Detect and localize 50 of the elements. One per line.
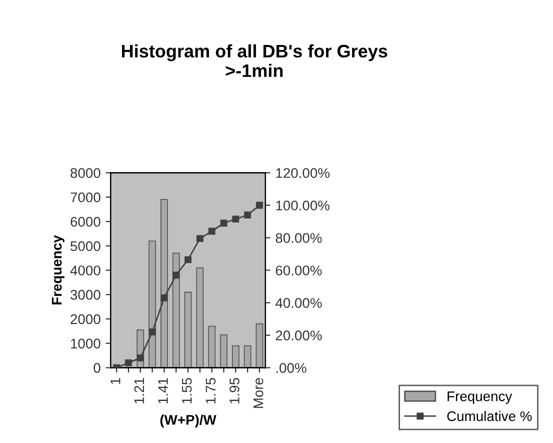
y-tick-label: 2000: [70, 314, 100, 324]
y2-tick-label: 40.00%: [275, 298, 322, 308]
x-tick-label: 1.21: [134, 378, 144, 404]
x-tick-label: 1.41: [158, 378, 168, 404]
x-tick-label: More: [254, 378, 264, 408]
y-tick-label: 3000: [70, 290, 100, 300]
y2-tick-label: 100.00%: [276, 200, 330, 210]
point: [196, 235, 204, 242]
bar: [184, 292, 192, 368]
y2-tick-label: 20.00%: [276, 330, 322, 340]
point: [244, 212, 252, 218]
y-tick-label: 1000: [71, 338, 100, 348]
y-tick-label: 0: [94, 363, 100, 373]
bar: [232, 345, 240, 368]
point: [172, 272, 180, 279]
bar: [196, 267, 204, 368]
y-tick-label: 8000: [70, 168, 100, 178]
bar: [208, 326, 216, 368]
x-axis-title: (W+P)/W: [160, 414, 216, 428]
point: [220, 220, 228, 227]
legend-label: Frequency: [448, 392, 512, 404]
y2-tick-label: 120.00%: [276, 168, 330, 178]
point: [160, 294, 168, 302]
legend-label: Cumulative %: [447, 410, 532, 422]
y-axis-title: Frequency: [52, 235, 64, 304]
bar: [160, 199, 168, 368]
bar: [256, 323, 264, 368]
y2-tick-label: .00%: [276, 363, 306, 373]
y-tick-label: 6000: [70, 216, 100, 227]
point: [148, 328, 156, 336]
bar: [244, 345, 252, 368]
x-tick-label: 1: [110, 378, 120, 384]
point: [184, 256, 192, 264]
point: [136, 354, 144, 362]
y-tick-label: 4000: [70, 266, 100, 276]
y-tick-label: 5000: [70, 241, 100, 252]
x-tick-label: 1.55: [182, 378, 192, 404]
bar: [172, 252, 180, 368]
y2-tick-label: 80.00%: [276, 233, 322, 243]
point: [256, 202, 263, 209]
y2-tick-label: 60.00%: [276, 266, 322, 276]
point: [124, 359, 132, 366]
point: [232, 216, 240, 223]
point: [208, 228, 216, 235]
x-tick-label: 1.75: [206, 378, 216, 404]
x-tick-label: 1.95: [230, 378, 240, 404]
chart-title: Histogram of all DB's for Greys >-1min: [122, 44, 388, 77]
y-tick-label: 7000: [70, 192, 100, 202]
bar: [220, 334, 228, 368]
bar: [148, 240, 156, 368]
